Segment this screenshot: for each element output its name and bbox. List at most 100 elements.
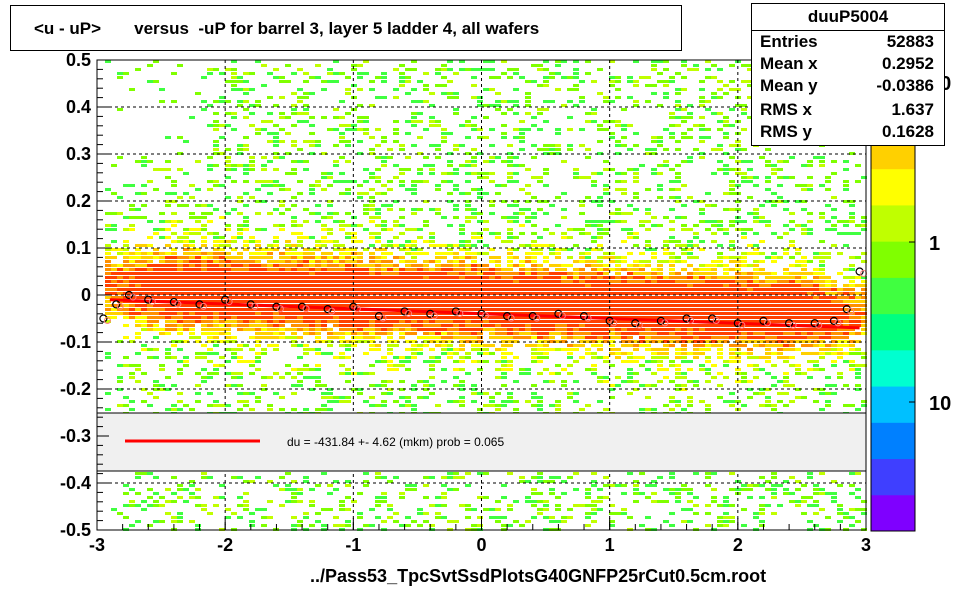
heatmap-cell (693, 336, 699, 339)
heatmap-cell (393, 320, 399, 323)
heatmap-cell (669, 360, 675, 363)
heatmap-cell (465, 352, 471, 355)
heatmap-cell (489, 128, 495, 131)
heatmap-cell (303, 276, 309, 279)
heatmap-cell (279, 396, 285, 399)
heatmap-cell (153, 280, 159, 283)
heatmap-cell (291, 328, 297, 331)
heatmap-cell (339, 116, 345, 119)
heatmap-cell (669, 316, 675, 319)
heatmap-cell (537, 276, 543, 279)
heatmap-cell (489, 104, 495, 107)
heatmap-cell (153, 500, 159, 503)
heatmap-cell (507, 292, 513, 295)
heatmap-cell (711, 332, 717, 335)
heatmap-cell (423, 264, 429, 267)
heatmap-cell (207, 284, 213, 287)
heatmap-cell (345, 224, 351, 227)
heatmap-cell (669, 300, 675, 303)
heatmap-cell (663, 284, 669, 287)
heatmap-cell (201, 508, 207, 511)
heatmap-cell (405, 404, 411, 407)
heatmap-cell (405, 340, 411, 343)
heatmap-cell (537, 404, 543, 407)
heatmap-cell (447, 520, 453, 523)
heatmap-cell (345, 236, 351, 239)
heatmap-cell (705, 472, 711, 475)
heatmap-cell (171, 344, 177, 347)
heatmap-cell (345, 304, 351, 307)
heatmap-cell (249, 164, 255, 167)
heatmap-cell (261, 268, 267, 271)
heatmap-cell (357, 304, 363, 307)
heatmap-cell (297, 316, 303, 319)
heatmap-cell (351, 96, 357, 99)
heatmap-cell (387, 244, 393, 247)
heatmap-cell (267, 212, 273, 215)
heatmap-cell (135, 256, 141, 259)
heatmap-cell (207, 188, 213, 191)
heatmap-cell (351, 256, 357, 259)
heatmap-cell (555, 312, 561, 315)
heatmap-cell (621, 144, 627, 147)
heatmap-cell (441, 292, 447, 295)
heatmap-cell (441, 496, 447, 499)
heatmap-cell (363, 284, 369, 287)
heatmap-cell (189, 328, 195, 331)
heatmap-cell (693, 276, 699, 279)
heatmap-cell (141, 400, 147, 403)
heatmap-cell (111, 296, 117, 299)
heatmap-cell (507, 280, 513, 283)
heatmap-cell (573, 348, 579, 351)
heatmap-cell (129, 488, 135, 491)
heatmap-cell (681, 316, 687, 319)
heatmap-cell (195, 496, 201, 499)
heatmap-cell (717, 332, 723, 335)
heatmap-cell (117, 268, 123, 271)
heatmap-cell (663, 332, 669, 335)
heatmap-cell (123, 256, 129, 259)
heatmap-cell (297, 232, 303, 235)
heatmap-cell (249, 392, 255, 395)
heatmap-cell (357, 372, 363, 375)
heatmap-cell (417, 304, 423, 307)
heatmap-cell (549, 372, 555, 375)
heatmap-cell (381, 140, 387, 143)
heatmap-cell (261, 168, 267, 171)
heatmap-cell (699, 80, 705, 83)
heatmap-cell (273, 292, 279, 295)
heatmap-cell (633, 284, 639, 287)
heatmap-cell (327, 484, 333, 487)
heatmap-cell (567, 272, 573, 275)
heatmap-cell (699, 248, 705, 251)
heatmap-cell (489, 396, 495, 399)
heatmap-cell (603, 264, 609, 267)
heatmap-cell (639, 408, 645, 411)
heatmap-cell (387, 368, 393, 371)
heatmap-cell (699, 136, 705, 139)
heatmap-cell (339, 320, 345, 323)
heatmap-cell (255, 212, 261, 215)
heatmap-cell (615, 352, 621, 355)
heatmap-cell (471, 260, 477, 263)
heatmap-cell (687, 244, 693, 247)
heatmap-cell (183, 288, 189, 291)
heatmap-cell (249, 196, 255, 199)
heatmap-cell (609, 512, 615, 515)
heatmap-cell (597, 336, 603, 339)
heatmap-cell (219, 304, 225, 307)
heatmap-cell (213, 244, 219, 247)
heatmap-cell (201, 304, 207, 307)
heatmap-cell (567, 228, 573, 231)
heatmap-cell (699, 352, 705, 355)
heatmap-cell (675, 328, 681, 331)
heatmap-cell (507, 352, 513, 355)
heatmap-cell (555, 152, 561, 155)
heatmap-cell (549, 332, 555, 335)
heatmap-cell (243, 280, 249, 283)
heatmap-cell (273, 240, 279, 243)
heatmap-cell (309, 332, 315, 335)
heatmap-cell (513, 328, 519, 331)
heatmap-cell (561, 272, 567, 275)
heatmap-cell (603, 408, 609, 411)
